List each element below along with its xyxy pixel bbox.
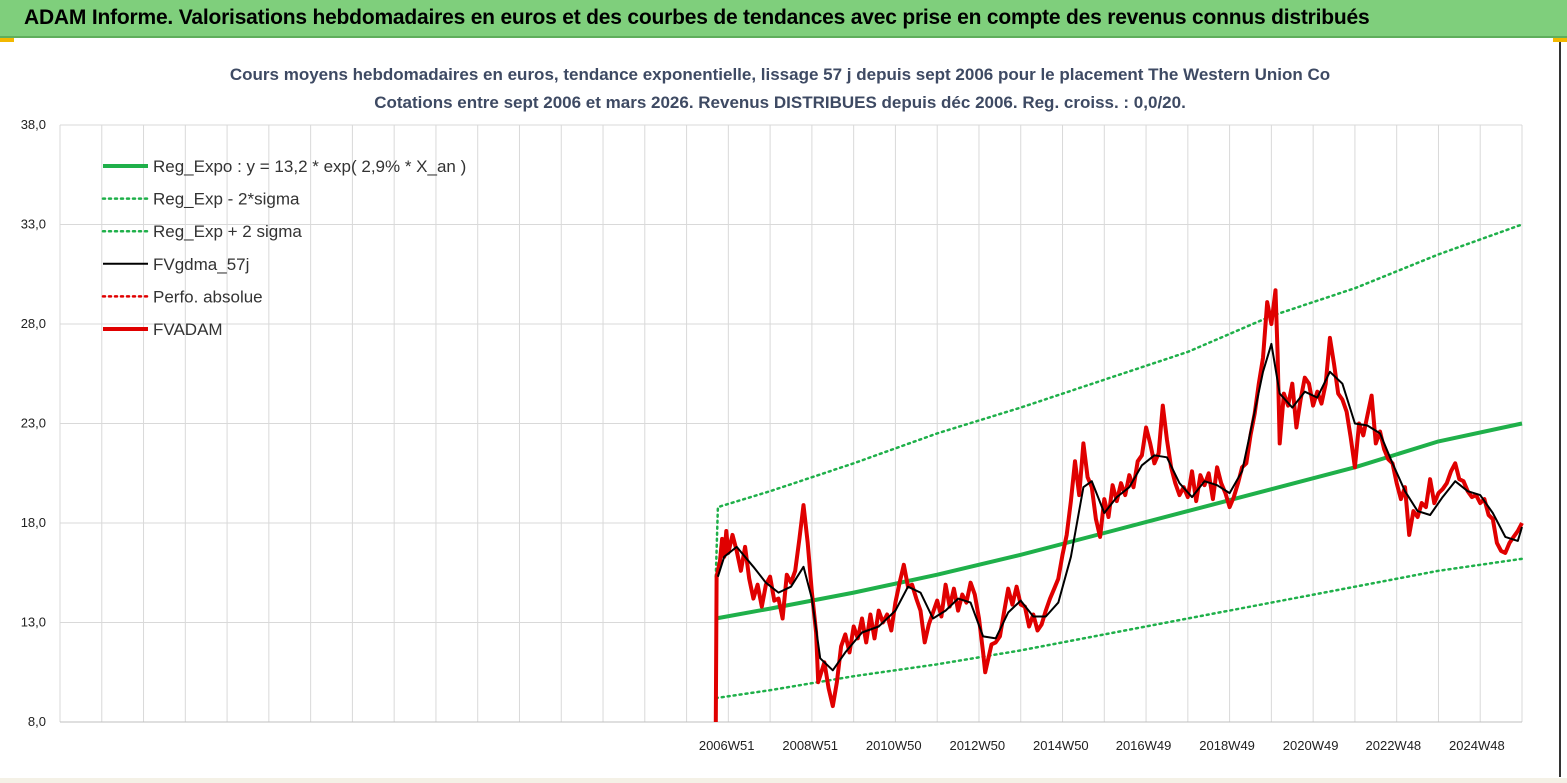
x-tick-label: 2024W48 [1449,738,1505,753]
legend-label: Reg_Exp - 2*sigma [153,190,300,209]
x-tick-label: 2010W50 [866,738,922,753]
frame-bottom-edge [0,778,1567,783]
y-tick-label: 38,0 [21,117,46,132]
x-tick-label: 2020W49 [1283,738,1339,753]
legend-label: FVgdma_57j [153,255,249,274]
axis-tick-labels: 8,0 13,0 18,0 23,0 28,0 33,0 38,0 2006W51 2008W5… [21,117,1505,753]
series-line-0 [715,421,1523,621]
chart-title: Cours moyens hebdomadaires en euros, ten… [230,65,1330,84]
banner-accent-right [1553,38,1567,42]
x-tick-label: 2022W48 [1366,738,1422,753]
legend-label: Reg_Exp + 2 sigma [153,222,302,241]
y-tick-label: 33,0 [21,217,46,232]
series-layer [713,223,1524,723]
y-tick-label: 23,0 [21,416,46,431]
y-tick-label: 13,0 [21,615,46,630]
frame-right-edge [1559,42,1561,777]
x-tick-label: 2016W49 [1116,738,1172,753]
chart-grid [59,124,1523,723]
x-tick-label: 2014W50 [1033,738,1089,753]
legend-label: FVADAM [153,320,223,339]
x-tick-label: 2012W50 [949,738,1005,753]
chart-subtitle: Cotations entre sept 2006 et mars 2026. … [374,93,1186,112]
chart-legend: Reg_Expo : y = 13,2 * exp( 2,9% * X_an )… [101,157,466,339]
y-tick-label: 28,0 [21,316,46,331]
legend-label: Reg_Expo : y = 13,2 * exp( 2,9% * X_an ) [153,157,466,176]
report-banner: ADAM Informe. Valorisations hebdomadaire… [0,0,1567,38]
series-line-2 [714,223,1524,578]
x-tick-label: 2018W49 [1199,738,1255,753]
series-line-3 [716,342,1523,672]
legend-label: Perfo. absolue [153,287,263,306]
y-tick-label: 18,0 [21,515,46,530]
series-line-5 [713,288,1524,723]
y-tick-label: 8,0 [28,714,46,729]
x-tick-label: 2006W51 [699,738,755,753]
series-line-1 [714,557,1524,700]
report-title: ADAM Informe. Valorisations hebdomadaire… [24,6,1370,29]
banner-accent-left [0,38,14,42]
x-tick-label: 2008W51 [782,738,838,753]
